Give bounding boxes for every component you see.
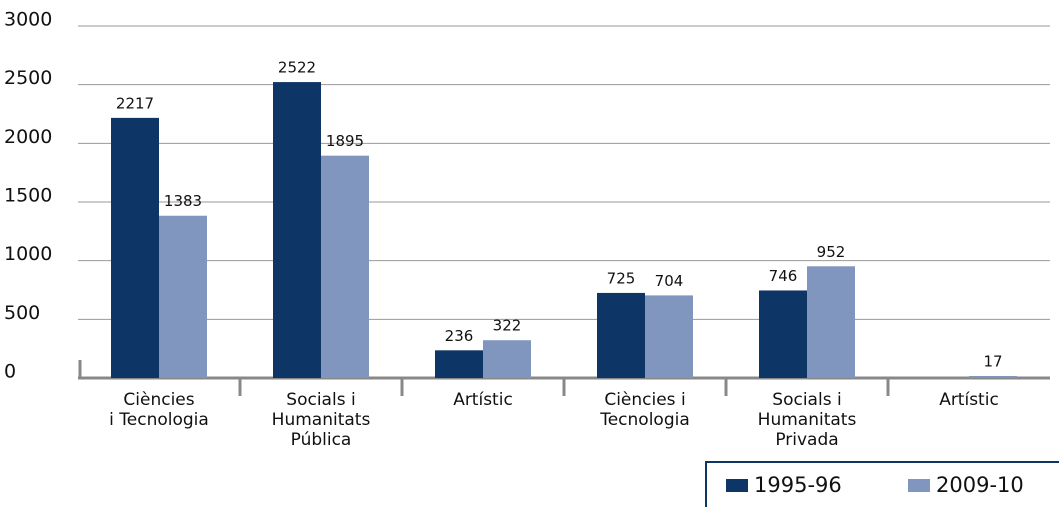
bar <box>483 340 531 378</box>
data-label: 2217 <box>116 94 154 112</box>
bar <box>321 155 369 378</box>
data-label: 236 <box>445 327 474 345</box>
data-label: 952 <box>817 243 846 261</box>
bar <box>969 376 1017 378</box>
x-tick-label-line: Artístic <box>939 390 999 410</box>
legend-label: 2009-10 <box>936 473 1024 497</box>
y-tick-label: 1500 <box>4 185 52 207</box>
x-tick-label-line: Privada <box>775 430 838 450</box>
legend-swatch <box>908 479 930 492</box>
x-tick-label-line: Humanitats <box>272 410 371 430</box>
x-tick-label: Artístic <box>453 390 513 410</box>
y-tick-label: 1000 <box>4 243 52 265</box>
x-tick-label: Artístic <box>939 390 999 410</box>
y-tick-label: 0 <box>4 361 16 383</box>
data-label: 322 <box>493 317 522 335</box>
bar <box>807 266 855 378</box>
bar <box>111 117 159 378</box>
x-tick-label-line: i Tecnologia <box>109 410 209 430</box>
x-tick-label-line: Socials i <box>286 390 355 410</box>
legend-label: 1995-96 <box>754 473 842 497</box>
data-label: 704 <box>655 272 684 290</box>
legend-box <box>705 461 1059 507</box>
bar <box>159 215 207 378</box>
data-label: 17 <box>983 353 1002 371</box>
x-tick-label-line: Ciències <box>123 390 194 410</box>
bar <box>597 292 645 378</box>
x-tick-label: Socials i Humanitats Pública <box>272 390 371 450</box>
x-tick-label-line: Pública <box>291 430 352 450</box>
y-tick-label: 2500 <box>4 67 52 89</box>
x-tick-label-line: Tecnologia <box>599 410 690 430</box>
x-tick-label-line: Artístic <box>453 390 513 410</box>
x-tick-label: Ciències i Tecnologia <box>109 390 209 430</box>
data-label: 1895 <box>326 132 364 150</box>
x-tick-label: Ciències i Tecnologia <box>599 390 690 430</box>
bar <box>435 350 483 378</box>
y-tick-label: 500 <box>4 302 40 324</box>
bar <box>759 290 807 378</box>
bar <box>273 82 321 379</box>
y-tick-label: 3000 <box>4 9 52 31</box>
data-label: 746 <box>769 267 798 285</box>
data-label: 725 <box>607 269 636 287</box>
y-tick-label: 2000 <box>4 126 52 148</box>
data-label: 2522 <box>278 59 316 77</box>
bar <box>645 295 693 378</box>
x-tick-label-line: Humanitats <box>758 410 857 430</box>
data-label: 1383 <box>164 192 202 210</box>
legend-swatch <box>726 479 748 492</box>
x-tick-label-line: Socials i <box>772 390 841 410</box>
x-tick-label: Socials i Humanitats Privada <box>758 390 857 450</box>
x-tick-label-line: Ciències i <box>604 390 685 410</box>
